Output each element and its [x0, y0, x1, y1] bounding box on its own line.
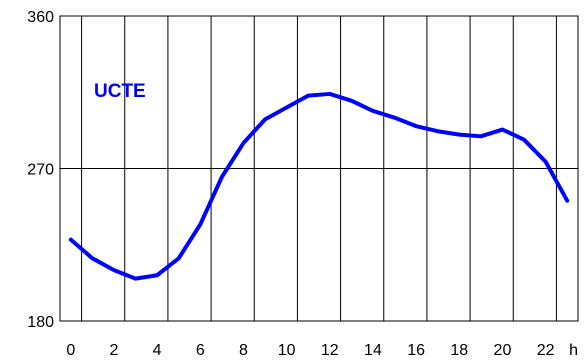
data-point [241, 141, 245, 145]
x-tick-label: 16 [407, 342, 425, 359]
x-tick-label: 2 [110, 342, 119, 359]
data-point [90, 256, 94, 260]
x-tick-label: 8 [239, 342, 248, 359]
data-point [69, 238, 73, 242]
data-point [544, 160, 548, 164]
y-tick-label: 360 [27, 9, 54, 26]
data-point [134, 277, 138, 281]
data-point [414, 124, 418, 128]
plot-area-border [59, 15, 579, 322]
series-label-ucte: UCTE [94, 81, 146, 102]
data-point [306, 94, 310, 98]
data-point [393, 116, 397, 120]
x-tick-label: 4 [153, 342, 162, 359]
data-point [500, 128, 504, 132]
data-point [349, 99, 353, 103]
data-point [371, 109, 375, 113]
data-point [479, 134, 483, 138]
x-tick-label: 14 [364, 342, 382, 359]
x-tick-label: 6 [196, 342, 205, 359]
x-tick-label: 18 [450, 342, 468, 359]
data-point [457, 133, 461, 137]
x-tick-label: 10 [278, 342, 296, 359]
y-tick-label: 180 [27, 314, 54, 331]
series-points-ucte [69, 92, 569, 281]
y-axis-tick-labels: 180 270 360 [27, 9, 54, 331]
data-point [565, 199, 569, 203]
series-line-ucte [68, 91, 570, 281]
x-tick-label: 20 [494, 342, 512, 359]
data-point [220, 175, 224, 179]
data-point [198, 222, 202, 226]
data-point [522, 138, 526, 142]
x-axis-tick-labels: 0 2 4 6 8 10 12 14 16 18 20 22 [66, 342, 554, 359]
x-tick-label: 0 [66, 342, 75, 359]
data-point [328, 92, 332, 96]
x-tick-label: 22 [537, 342, 555, 359]
data-point [436, 129, 440, 133]
data-point [155, 273, 159, 277]
data-point [263, 117, 267, 121]
x-axis-unit-label: h [569, 342, 578, 359]
y-tick-label: 270 [27, 162, 54, 179]
data-point [112, 268, 116, 272]
data-point [285, 106, 289, 110]
data-point [177, 256, 181, 260]
x-tick-label: 12 [321, 342, 339, 359]
